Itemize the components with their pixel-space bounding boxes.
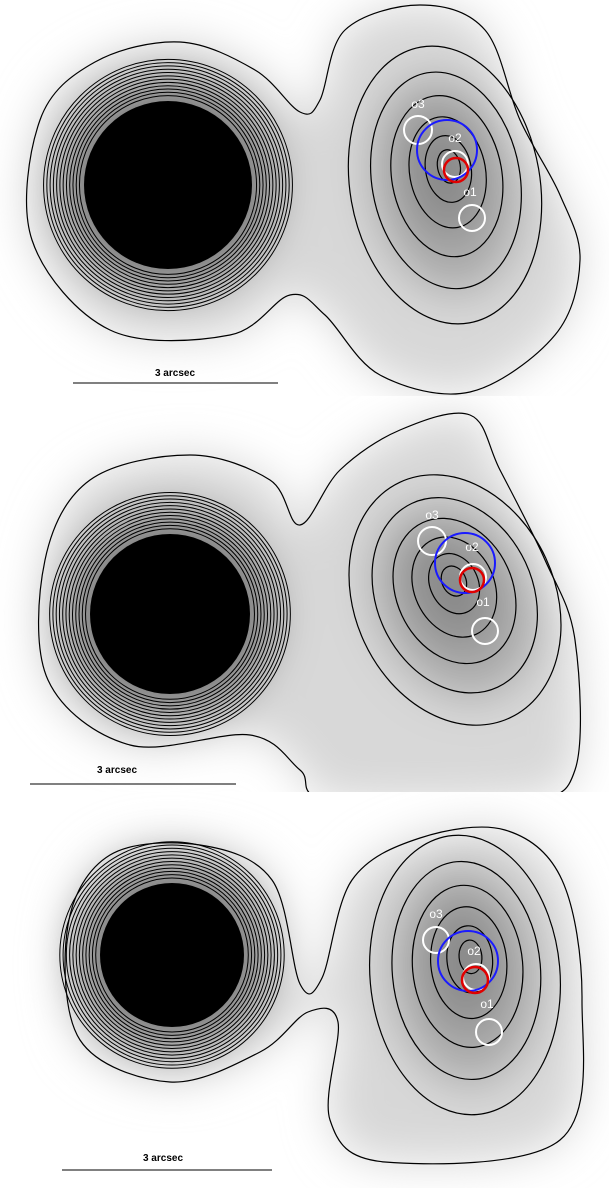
aperture-label: o2 bbox=[465, 540, 479, 554]
aperture-label: o3 bbox=[425, 508, 439, 522]
aperture-label: o2 bbox=[448, 131, 462, 145]
aperture-label: o2 bbox=[467, 944, 481, 958]
aperture-label: o1 bbox=[463, 185, 477, 199]
saturated-core bbox=[90, 534, 250, 694]
panel: o3 o2 o1 3 arcsec bbox=[60, 827, 584, 1170]
panel: o3 o2 o1 3 arcsec bbox=[27, 5, 580, 394]
panel: o3 o2 o1 3 arcsec bbox=[30, 413, 601, 804]
aperture-label: o3 bbox=[411, 97, 425, 111]
figure: o3 o2 o1 3 arcsec o3 o2 o1 3 arcsec o3 o2 o1 3 arcs… bbox=[0, 0, 609, 1188]
aperture-label: o3 bbox=[429, 907, 443, 921]
aperture-label: o1 bbox=[476, 595, 490, 609]
scale-label: 3 arcsec bbox=[143, 1153, 183, 1164]
saturated-core bbox=[100, 883, 244, 1027]
scale-label: 3 arcsec bbox=[155, 368, 195, 379]
scale-label: 3 arcsec bbox=[97, 765, 137, 776]
saturated-core bbox=[84, 101, 252, 269]
aperture-label: o1 bbox=[480, 997, 494, 1011]
